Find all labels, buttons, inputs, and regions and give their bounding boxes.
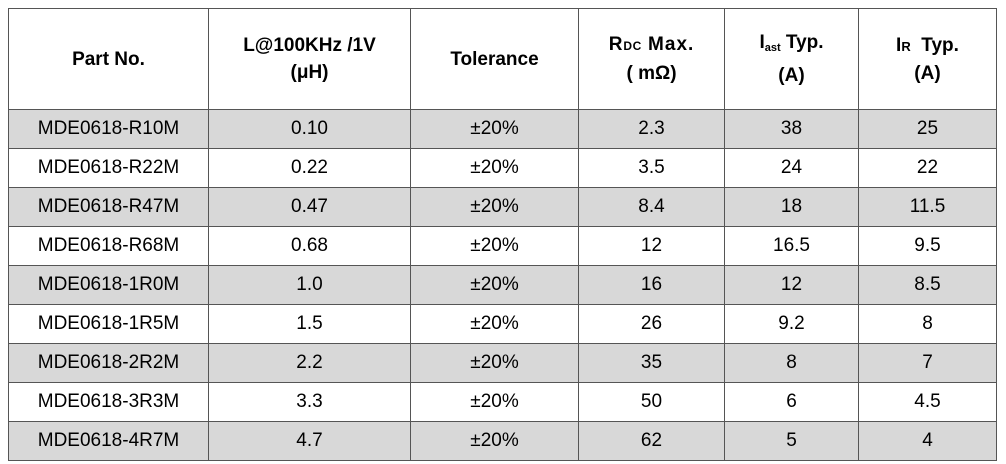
cell-rdc: 26 <box>578 304 725 344</box>
cell-inductance: 0.68 <box>208 226 411 266</box>
cell-tolerance: ±20% <box>410 343 579 383</box>
cell-ir: 8.5 <box>858 265 997 305</box>
header-isat-line1: Iast Typ. <box>726 29 858 62</box>
table-row: MDE0618-2R2M 2.2 ±20% 35 8 7 <box>8 343 997 383</box>
cell-rdc: 8.4 <box>578 187 725 227</box>
header-ir: IR Typ. (A) <box>858 8 997 110</box>
cell-inductance: 3.3 <box>208 382 411 422</box>
header-isat-tail: Typ. <box>785 32 824 53</box>
cell-part-no: MDE0618-3R3M <box>8 382 209 422</box>
spec-table-container: Part No. L@100KHz /1V (μH) Tolerance RDC… <box>8 8 997 461</box>
cell-part-no: MDE0618-1R5M <box>8 304 209 344</box>
cell-inductance: 2.2 <box>208 343 411 383</box>
header-ir-main: I <box>896 34 902 56</box>
cell-inductance: 0.10 <box>208 109 411 149</box>
cell-isat: 8 <box>724 343 859 383</box>
cell-tolerance: ±20% <box>410 304 579 344</box>
cell-isat: 6 <box>724 382 859 422</box>
header-ir-sub: R <box>901 38 911 54</box>
cell-part-no: MDE0618-4R7M <box>8 421 209 461</box>
table-row: MDE0618-R68M 0.68 ±20% 12 16.5 9.5 <box>8 226 997 266</box>
cell-ir: 7 <box>858 343 997 383</box>
header-isat-unit: (A) <box>778 65 805 86</box>
cell-rdc: 3.5 <box>578 148 725 188</box>
cell-rdc: 50 <box>578 382 725 422</box>
cell-part-no: MDE0618-R68M <box>8 226 209 266</box>
table-row: MDE0618-1R0M 1.0 ±20% 16 12 8.5 <box>8 265 997 305</box>
cell-isat: 24 <box>724 148 859 188</box>
table-row: MDE0618-R10M 0.10 ±20% 2.3 38 25 <box>8 109 997 149</box>
inductor-spec-table: Part No. L@100KHz /1V (μH) Tolerance RDC… <box>8 8 997 461</box>
cell-inductance: 1.5 <box>208 304 411 344</box>
header-isat: Iast Typ. (A) <box>724 8 859 110</box>
cell-ir: 4 <box>858 421 997 461</box>
header-inductance: L@100KHz /1V (μH) <box>208 8 411 110</box>
cell-tolerance: ±20% <box>410 265 579 305</box>
header-ir-tail: Typ. <box>921 34 959 56</box>
cell-isat: 18 <box>724 187 859 227</box>
cell-tolerance: ±20% <box>410 187 579 227</box>
cell-part-no: MDE0618-R22M <box>8 148 209 188</box>
cell-isat: 12 <box>724 265 859 305</box>
cell-rdc: 16 <box>578 265 725 305</box>
cell-ir: 9.5 <box>858 226 997 266</box>
header-rdc-main: R <box>608 34 624 55</box>
cell-tolerance: ±20% <box>410 382 579 422</box>
table-row: MDE0618-4R7M 4.7 ±20% 62 5 4 <box>8 421 997 461</box>
header-inductance-unit: (μH) <box>290 62 329 83</box>
cell-rdc: 62 <box>578 421 725 461</box>
header-rdc-tail: Max. <box>648 34 695 55</box>
header-inductance-line1: L@100KHz /1V <box>243 35 376 56</box>
cell-inductance: 4.7 <box>208 421 411 461</box>
cell-part-no: MDE0618-1R0M <box>8 265 209 305</box>
header-rdc-sub: DC <box>623 39 642 53</box>
cell-tolerance: ±20% <box>410 109 579 149</box>
header-rdc-line1: RDC Max. <box>580 31 724 60</box>
header-rdc: RDC Max. ( mΩ) <box>578 8 725 110</box>
table-row: MDE0618-R47M 0.47 ±20% 8.4 18 11.5 <box>8 187 997 227</box>
header-ir-unit: (A) <box>914 62 941 84</box>
cell-ir: 4.5 <box>858 382 997 422</box>
header-isat-sub: ast <box>764 42 781 54</box>
cell-part-no: MDE0618-R10M <box>8 109 209 149</box>
cell-isat: 38 <box>724 109 859 149</box>
cell-tolerance: ±20% <box>410 226 579 266</box>
header-row: Part No. L@100KHz /1V (μH) Tolerance RDC… <box>8 8 997 110</box>
cell-part-no: MDE0618-R47M <box>8 187 209 227</box>
cell-ir: 11.5 <box>858 187 997 227</box>
cell-rdc: 2.3 <box>578 109 725 149</box>
header-ir-line1: IR Typ. <box>860 32 996 60</box>
cell-rdc: 35 <box>578 343 725 383</box>
cell-ir: 22 <box>858 148 997 188</box>
cell-tolerance: ±20% <box>410 421 579 461</box>
table-row: MDE0618-1R5M 1.5 ±20% 26 9.2 8 <box>8 304 997 344</box>
header-rdc-unit: ( mΩ) <box>626 63 677 84</box>
cell-inductance: 0.47 <box>208 187 411 227</box>
cell-ir: 8 <box>858 304 997 344</box>
cell-isat: 16.5 <box>724 226 859 266</box>
header-part-no: Part No. <box>8 8 209 110</box>
cell-part-no: MDE0618-2R2M <box>8 343 209 383</box>
header-tolerance: Tolerance <box>410 8 579 110</box>
cell-rdc: 12 <box>578 226 725 266</box>
cell-isat: 5 <box>724 421 859 461</box>
cell-ir: 25 <box>858 109 997 149</box>
header-isat-main: I <box>759 32 765 53</box>
table-row: MDE0618-R22M 0.22 ±20% 3.5 24 22 <box>8 148 997 188</box>
table-row: MDE0618-3R3M 3.3 ±20% 50 6 4.5 <box>8 382 997 422</box>
cell-isat: 9.2 <box>724 304 859 344</box>
cell-inductance: 1.0 <box>208 265 411 305</box>
cell-inductance: 0.22 <box>208 148 411 188</box>
cell-tolerance: ±20% <box>410 148 579 188</box>
